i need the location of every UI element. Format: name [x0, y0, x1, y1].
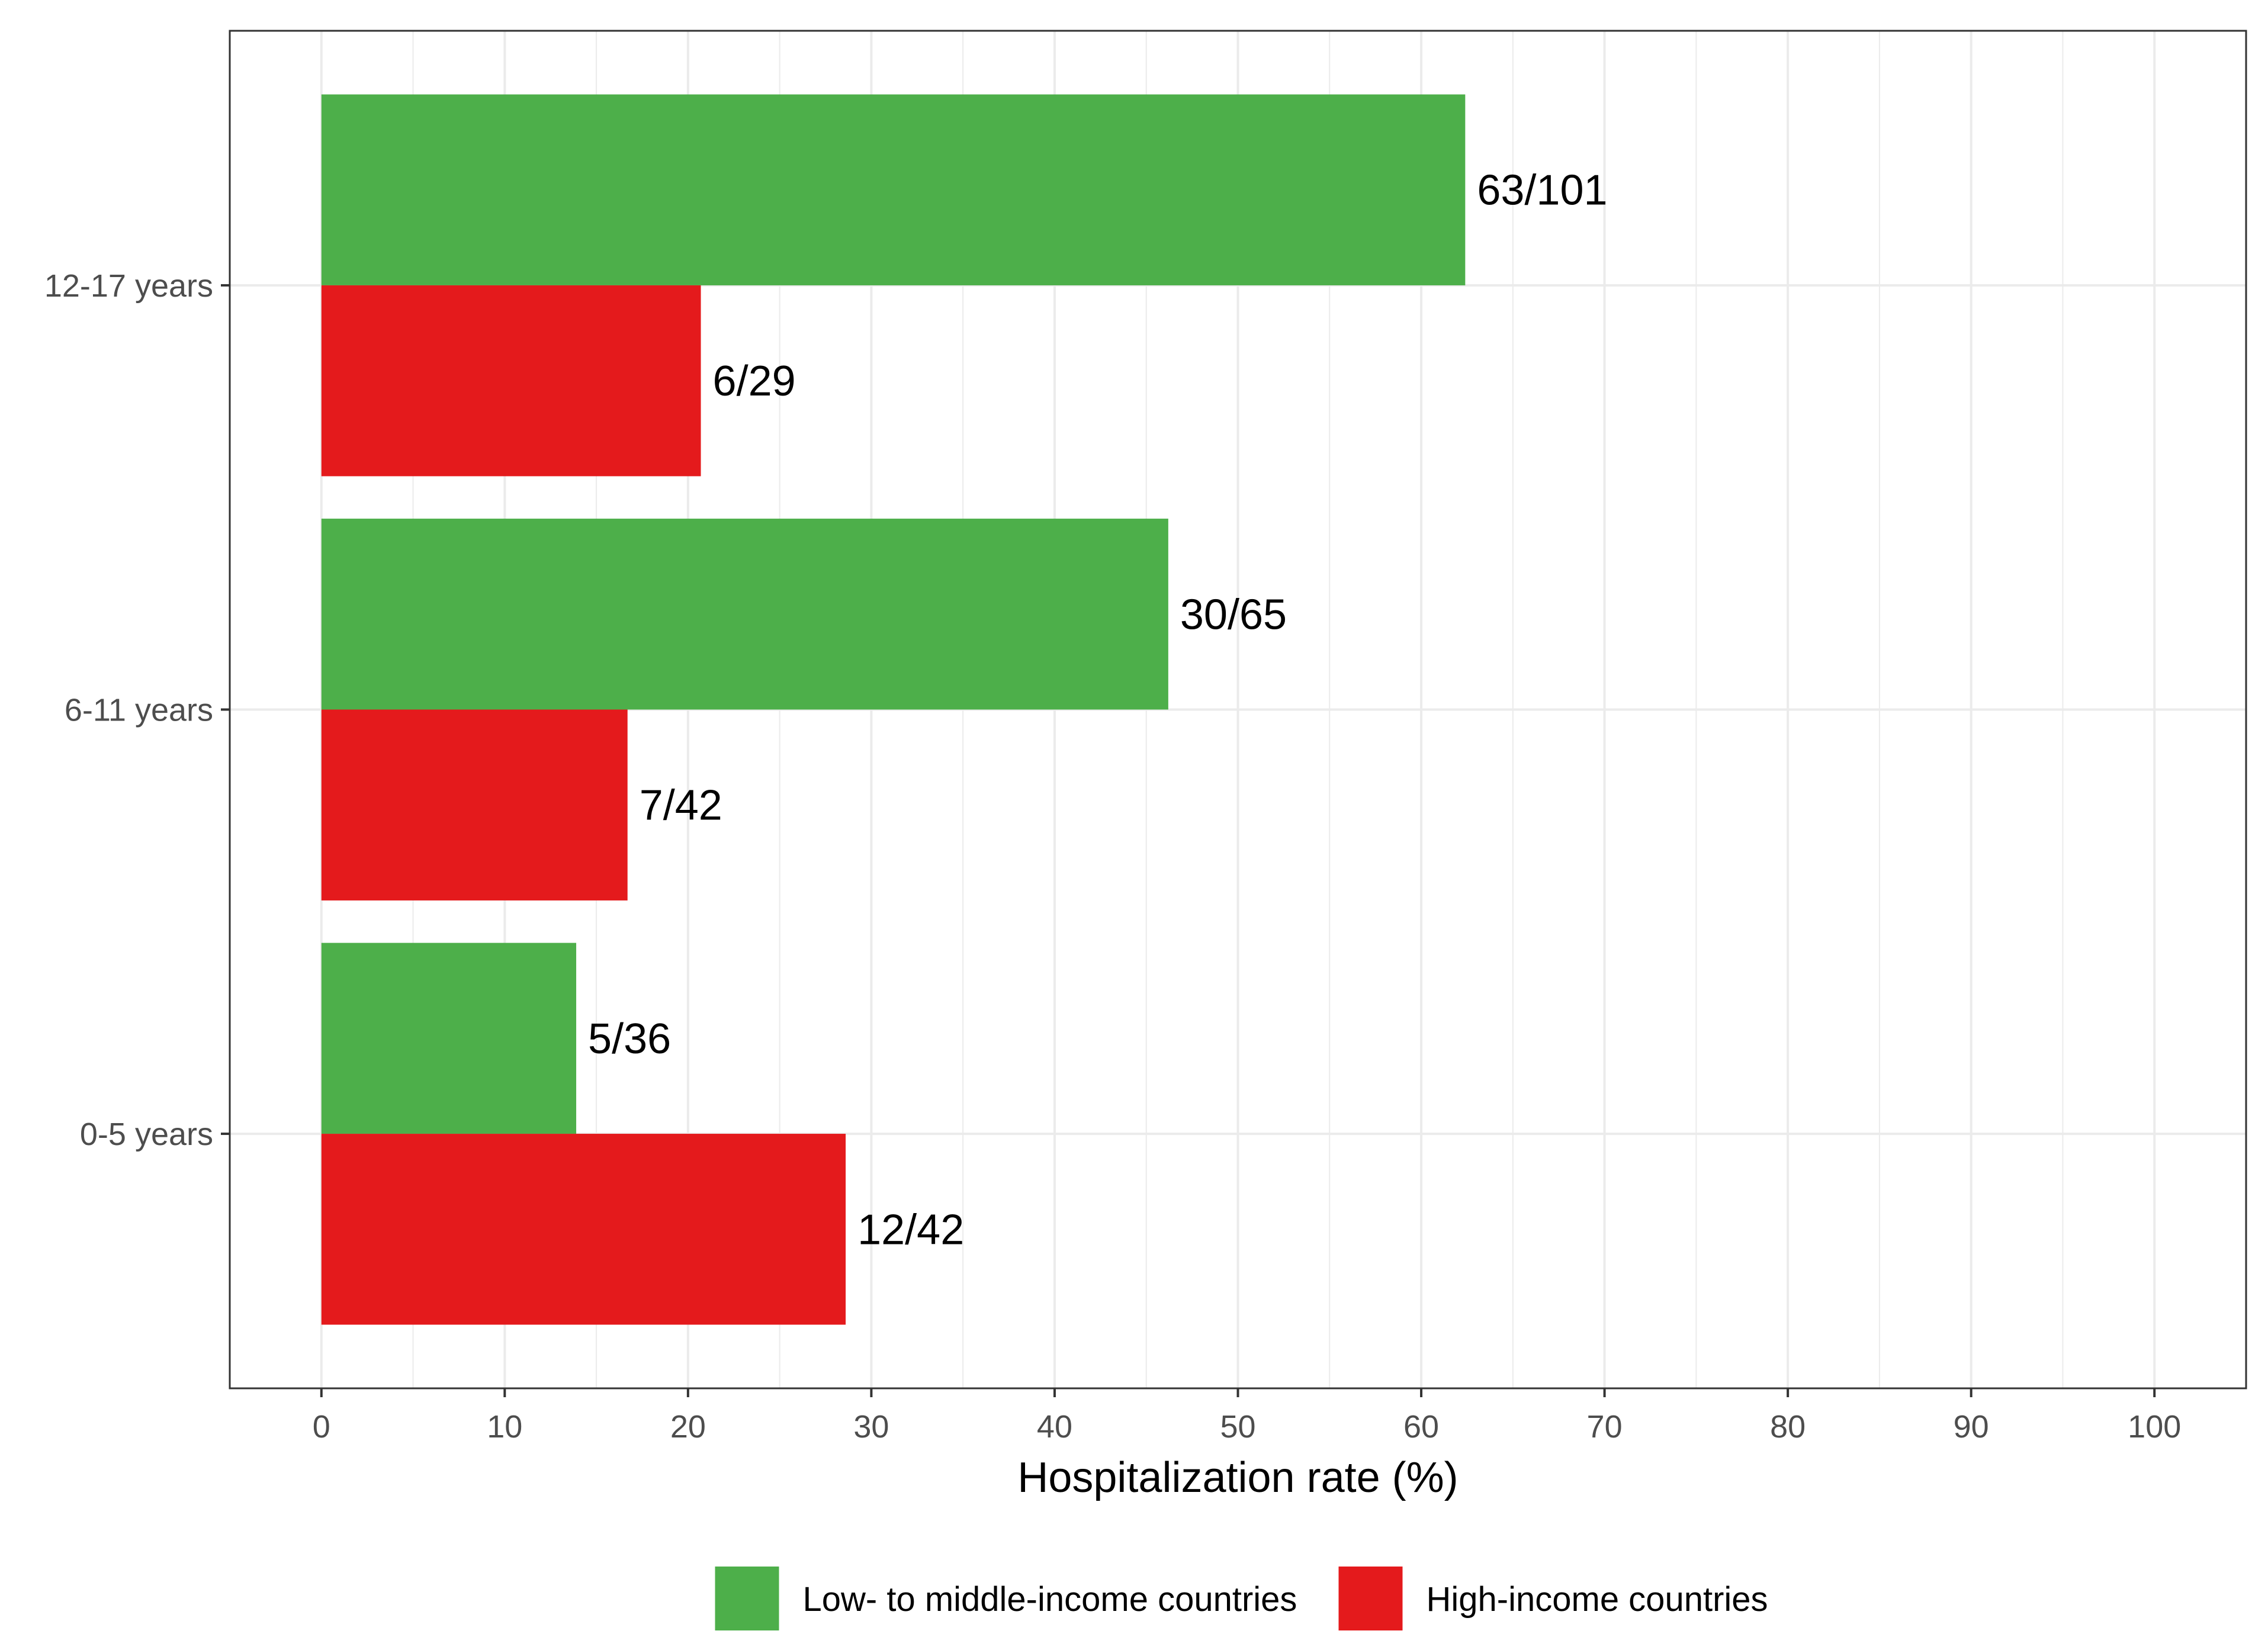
legend-label: Low- to middle-income countries: [803, 1580, 1297, 1619]
x-tick-label: 40: [1037, 1409, 1072, 1445]
legend-label: High-income countries: [1427, 1580, 1768, 1619]
y-axis: 12-17 years 6-11 years 0-5 years: [44, 268, 230, 1152]
x-tick-label: 70: [1587, 1409, 1623, 1445]
bar: [321, 94, 1466, 285]
bars: 63/101 6/29 30/65 7/42 5/36 12/42: [321, 94, 1608, 1325]
x-tick-label: 90: [1954, 1409, 1989, 1445]
bar-data-label: 7/42: [640, 782, 722, 829]
x-tick-label: 0: [313, 1409, 330, 1445]
y-tick-label: 12-17 years: [44, 268, 213, 304]
x-tick-label: 20: [670, 1409, 706, 1445]
bar: [321, 519, 1168, 710]
legend-key: [715, 1567, 779, 1630]
bar: [321, 285, 701, 477]
bar: [321, 709, 628, 900]
x-tick-label: 30: [853, 1409, 889, 1445]
x-tick-label: 60: [1403, 1409, 1439, 1445]
bar-data-label: 30/65: [1180, 591, 1287, 638]
x-tick-label: 100: [2128, 1409, 2181, 1445]
bar-data-label: 12/42: [857, 1206, 964, 1253]
y-tick-label: 0-5 years: [80, 1117, 213, 1152]
x-axis-title: Hospitalization rate (%): [1017, 1454, 1458, 1501]
legend-key: [1338, 1567, 1403, 1630]
x-tick-label: 10: [487, 1409, 522, 1445]
bar: [321, 943, 577, 1134]
x-tick-label: 50: [1220, 1409, 1255, 1445]
y-tick-label: 6-11 years: [65, 693, 213, 728]
bar: [321, 1134, 846, 1325]
x-axis: 0 10 20 30 40 50 60 70 80 90 100: [313, 1388, 2181, 1445]
bar-data-label: 6/29: [713, 358, 796, 405]
x-tick-label: 80: [1770, 1409, 1806, 1445]
bar-data-label: 63/101: [1477, 167, 1607, 214]
bar-data-label: 5/36: [588, 1015, 671, 1063]
legend: Low- to middle-income countries High-inco…: [715, 1567, 1768, 1630]
